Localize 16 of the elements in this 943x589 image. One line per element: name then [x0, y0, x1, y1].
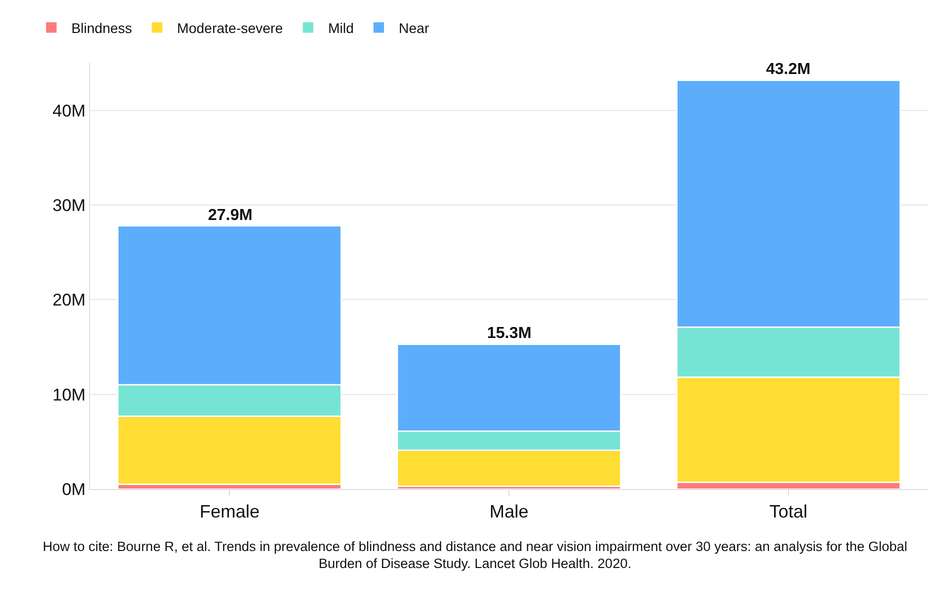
legend-label: Mild [328, 20, 354, 36]
x-tick-label: Total [769, 502, 808, 522]
text: How to cite: Bourne R, et al. Trends in prevalence of blindness and distance and near vision impairment over 30 years: an analysis for the Global Burden of Disease Study. Lancet Glob Health. 2020. [42, 538, 908, 572]
x-tick-label: Male [489, 502, 529, 522]
x-tick-label: Female [200, 502, 260, 522]
total-label: 27.9M [208, 207, 252, 224]
legend-label: Blindness [71, 20, 132, 36]
y-tick-label: 0M [62, 480, 86, 499]
y-tick-label: 30M [52, 196, 86, 215]
total-label: 15.3M [487, 325, 532, 342]
y-tick-label: 10M [52, 385, 86, 404]
total-label: 43.2M [766, 61, 810, 78]
legend-label: Moderate-severe [177, 20, 284, 36]
legend-label: Near [398, 20, 430, 36]
y-tick-label: 20M [52, 290, 86, 310]
y-tick-label: 40M [52, 101, 86, 120]
